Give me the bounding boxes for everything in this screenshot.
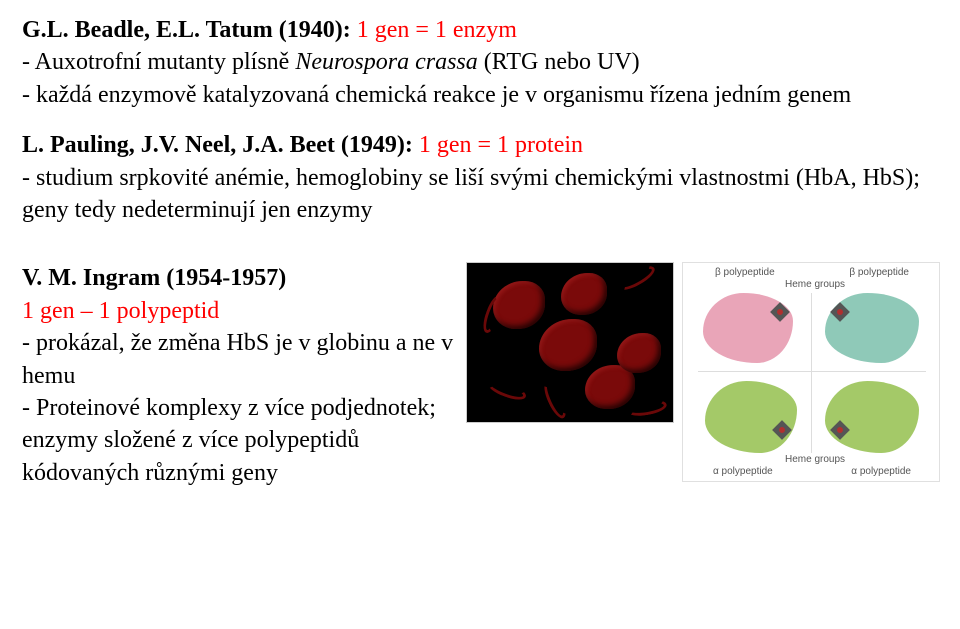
sickle-cell <box>486 377 528 404</box>
label-beta-right: β polypeptide <box>849 267 909 278</box>
blood-cell <box>585 365 635 409</box>
label-beta-left: β polypeptide <box>715 267 775 278</box>
section-ingram: V. M. Ingram (1954-1957) 1 gen – 1 polyp… <box>22 262 940 489</box>
section-beadle-tatum: G.L. Beadle, E.L. Tatum (1940): 1 gen = … <box>22 14 940 111</box>
blob-alpha-1 <box>705 381 797 453</box>
claim: 1 gen – 1 polypeptid <box>22 295 456 327</box>
bullet-1: - Auxotrofní mutanty plísně Neurospora c… <box>22 46 940 78</box>
bullet1-italic: Neurospora crassa <box>295 49 477 75</box>
label-heme-bottom: Heme groups <box>785 454 845 465</box>
blob-alpha-2 <box>825 381 919 453</box>
heading-line: L. Pauling, J.V. Neel, J.A. Beet (1949):… <box>22 129 940 161</box>
left-column: V. M. Ingram (1954-1957) 1 gen – 1 polyp… <box>22 262 456 489</box>
divider-horizontal <box>698 371 926 372</box>
hemoglobin-diagram: β polypeptide β polypeptide Heme groups … <box>682 262 940 482</box>
label-alpha-right: α polypeptide <box>851 466 911 477</box>
claim: 1 gen = 1 protein <box>419 132 583 158</box>
sickle-cell <box>616 262 658 294</box>
authors: V. M. Ingram (1954-1957) <box>22 262 456 294</box>
divider-vertical <box>811 293 812 453</box>
sickle-cell <box>540 379 570 421</box>
label-heme-top: Heme groups <box>785 279 845 290</box>
claim: 1 gen = 1 enzym <box>357 17 517 43</box>
label-alpha-left: α polypeptide <box>713 466 773 477</box>
authors: G.L. Beadle, E.L. Tatum (1940): <box>22 17 357 43</box>
blood-cell <box>617 333 661 373</box>
bullet1-pre: - Auxotrofní mutanty plísně <box>22 49 295 75</box>
bullet-2: - Proteinové komplexy z více podjednotek… <box>22 392 456 489</box>
blood-cell <box>539 319 597 371</box>
bullet-1: - studium srpkovité anémie, hemoglobiny … <box>22 162 940 227</box>
blood-cell <box>561 273 607 315</box>
bullet1-post: (RTG nebo UV) <box>478 49 640 75</box>
sickle-cell <box>626 398 668 419</box>
right-column: β polypeptide β polypeptide Heme groups … <box>456 262 940 489</box>
bullet-1: - prokázal, že změna HbS je v globinu a … <box>22 327 456 392</box>
section-pauling-neel-beet: L. Pauling, J.V. Neel, J.A. Beet (1949):… <box>22 129 940 226</box>
heading-line: G.L. Beadle, E.L. Tatum (1940): 1 gen = … <box>22 14 940 46</box>
bullet-2: - každá enzymově katalyzovaná chemická r… <box>22 79 940 111</box>
microscopy-image <box>466 262 674 423</box>
authors: L. Pauling, J.V. Neel, J.A. Beet (1949): <box>22 132 419 158</box>
